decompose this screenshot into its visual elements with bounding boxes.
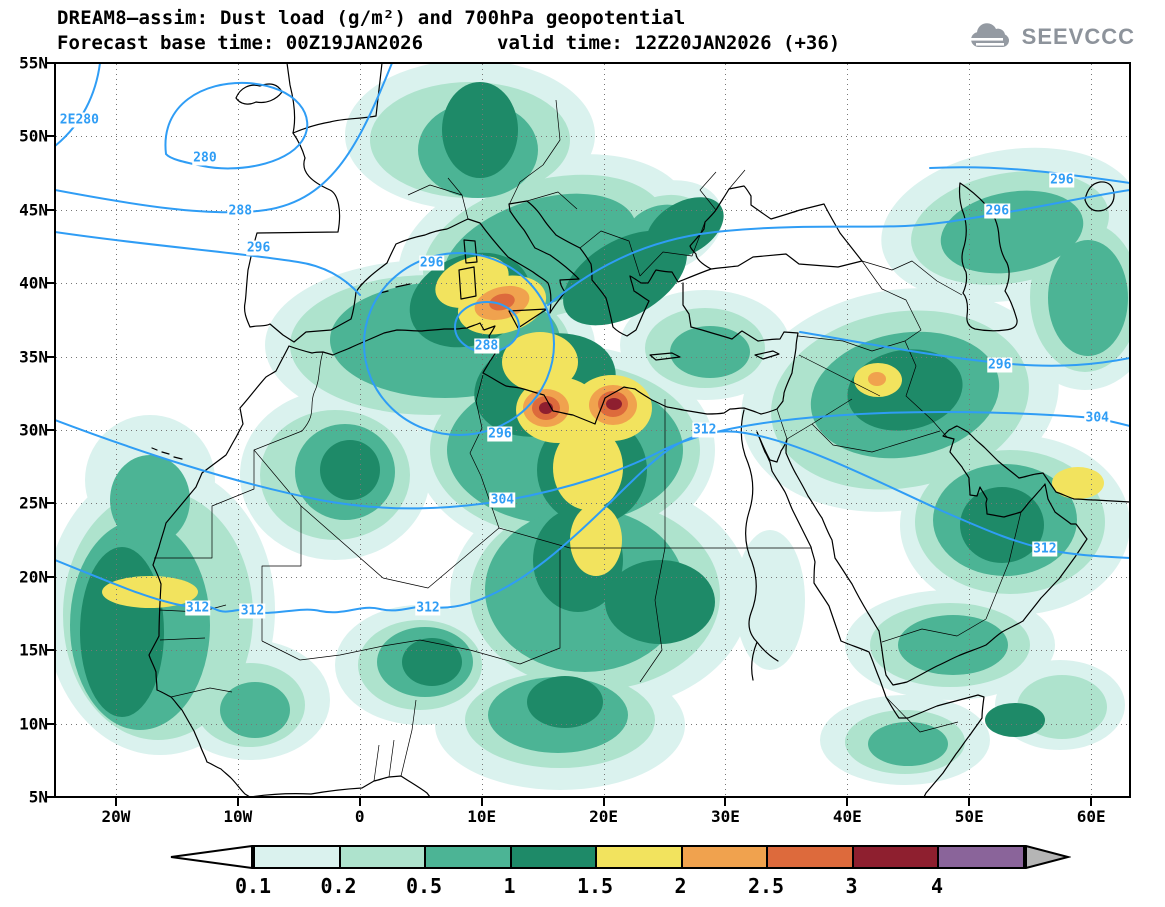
colorbar-cells xyxy=(253,845,1025,869)
colorbar-left-arrow xyxy=(170,845,253,869)
contour-288-west xyxy=(55,63,393,214)
contour-296-northeast xyxy=(547,189,1130,306)
colorbar-cell xyxy=(595,845,683,869)
seevccc-logo: SEEVCCC xyxy=(968,22,1135,52)
colorbar-cell xyxy=(253,845,341,869)
contour-296-west xyxy=(55,231,361,296)
forecast-base-time: Forecast base time: 00Z19JAN2026 xyxy=(57,32,424,54)
map-frame xyxy=(54,62,1131,798)
contour-296-loop xyxy=(363,252,555,436)
contour-280-edge xyxy=(55,63,101,147)
colorbar-cell xyxy=(338,845,426,869)
chart-title: DREAM8—assim: Dust load (g/m²) and 700hP… xyxy=(57,7,686,29)
colorbar-cell xyxy=(851,845,939,869)
country-borders xyxy=(154,99,1022,782)
colorbar-cell xyxy=(937,845,1025,869)
colorbar-right-arrow xyxy=(1024,845,1071,869)
chart-subtitle: Forecast base time: 00Z19JAN2026 valid t… xyxy=(57,32,840,54)
contour-312 xyxy=(55,430,1130,614)
coastlines xyxy=(148,63,1130,797)
contour-288-closed xyxy=(454,301,520,353)
colorbar-cell xyxy=(766,845,854,869)
colorbar-cell xyxy=(680,845,768,869)
contour-304 xyxy=(55,410,1130,510)
cloud-icon xyxy=(970,23,1009,47)
contour-296-east xyxy=(799,331,1130,367)
logo-text: SEEVCCC xyxy=(1021,24,1135,49)
geopotential-contours xyxy=(55,63,1130,614)
contour-296-northeast-2 xyxy=(929,166,1130,184)
colorbar xyxy=(168,845,1071,869)
valid-time: valid time: 12Z20JAN2026 (+36) xyxy=(497,32,841,54)
colorbar-cell xyxy=(424,845,512,869)
colorbar-cell xyxy=(509,845,597,869)
contour-280-low xyxy=(164,81,309,170)
